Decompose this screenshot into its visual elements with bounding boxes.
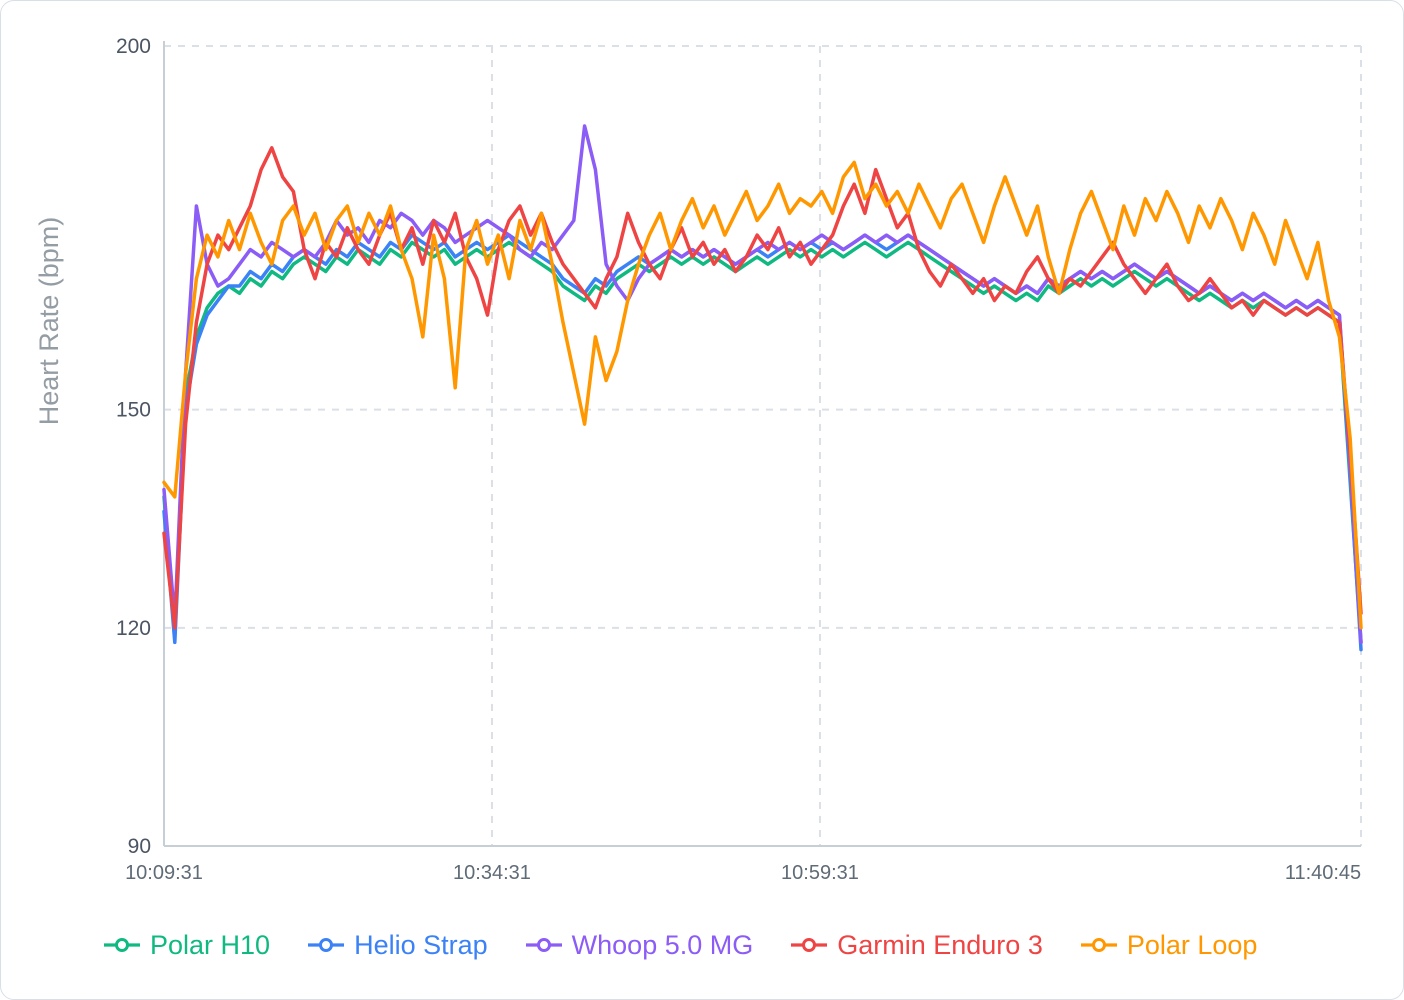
series-line-helio-strap [162,233,1363,652]
y-tick-label: 150 [116,399,151,422]
y-axis-title: Heart Rate (bpm) [34,217,64,426]
legend-marker-icon [308,938,345,952]
series-line-garmin-enduro-3 [162,146,1363,630]
x-tick-label: 11:40:45 [1285,862,1361,884]
legend-marker-icon [104,938,140,952]
legend-item-helio-strap[interactable]: Helio Strap [308,930,488,961]
y-tick-label: 200 [116,35,151,58]
series-line-polar-loop [162,160,1363,630]
y-tick-label: 90 [128,835,151,858]
series-line-whoop-5-0-mg [162,124,1363,645]
axes [163,41,1361,847]
legend-marker-icon [791,938,828,952]
legend-item-polar-loop[interactable]: Polar Loop [1080,929,1258,961]
legend-marker-icon [525,938,562,952]
legend-label: Whoop 5.0 MG [571,929,754,960]
heart-rate-chart: 90 120 150 200 10:09:31 10:34:31 10:59:31 11:40… [34,35,1363,884]
x-tick-label: 10:34:31 [453,862,531,884]
y-tick-label: 120 [116,617,151,640]
legend-label: Helio Strap [354,929,488,960]
x-tick-label: 10:59:31 [781,862,859,884]
x-tick-label: 10:09:31 [125,862,203,884]
legend-item-whoop-5-0-mg[interactable]: Whoop 5.0 MG [525,929,754,961]
legend-item-polar-h10[interactable]: Polar H10 [104,930,270,961]
legend-label: Polar Loop [1126,929,1258,960]
chart-legend: Polar H10 Helio Strap Whoop 5.0 MG Garmin E… [1,909,1403,981]
series-line-polar-h10 [162,240,1363,645]
legend-item-garmin-enduro-3[interactable]: Garmin Enduro 3 [791,930,1043,961]
legend-label: Polar H10 [150,929,271,960]
tick-labels: 90 120 150 200 10:09:31 10:34:31 10:59:31 11:40… [116,35,1361,884]
gridlines [164,45,1362,846]
legend-marker-icon [1080,938,1117,952]
series-lines [162,124,1363,652]
legend-label: Garmin Enduro 3 [837,929,1043,960]
